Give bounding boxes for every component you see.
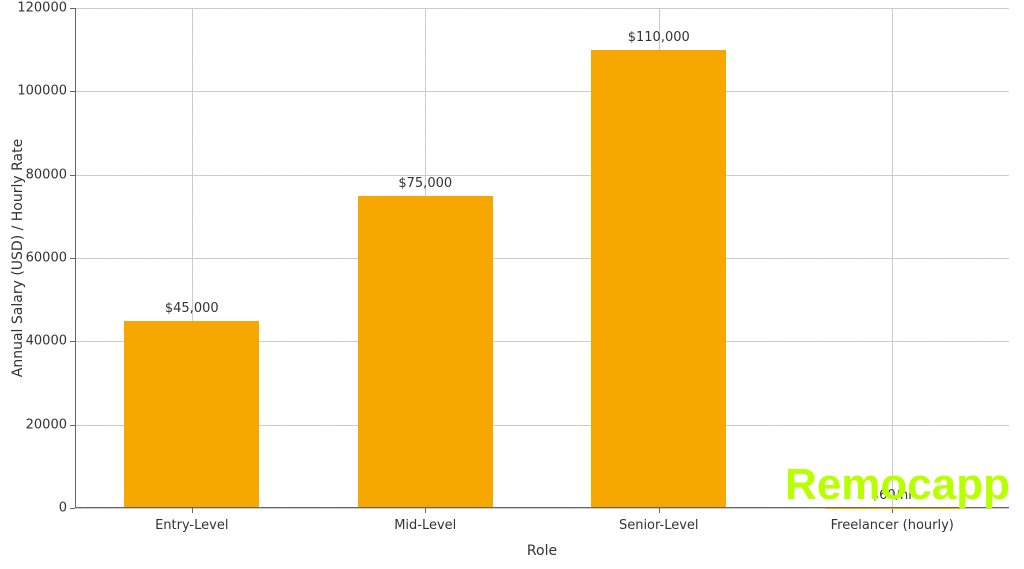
y-axis-label: Annual Salary (USD) / Hourly Rate [10, 139, 26, 377]
bar-value-label: $110,000 [628, 30, 690, 45]
x-tick-label: Entry-Level [155, 508, 228, 533]
x-tick-label: Mid-Level [394, 508, 456, 533]
bar-value-label: $75,000 [398, 176, 452, 191]
y-tick-label: 60000 [26, 251, 75, 266]
gridline-vertical [892, 8, 893, 508]
chart-container: Annual Salary (USD) / Hourly Rate 020000… [0, 0, 1024, 569]
y-tick-label: 40000 [26, 334, 75, 349]
bar [358, 196, 493, 509]
bar [591, 50, 726, 508]
plot-area: 020000400006000080000100000120000Entry-L… [75, 8, 1009, 508]
bar-value-label: $60/hr [871, 488, 914, 503]
x-tick-label: Senior-Level [619, 508, 699, 533]
x-axis-label: Role [527, 543, 557, 559]
bar-value-label: $45,000 [165, 301, 219, 316]
y-tick-label: 20000 [26, 417, 75, 432]
gridline-horizontal [75, 91, 1009, 92]
gridline-horizontal [75, 258, 1009, 259]
x-axis-line [75, 507, 1009, 508]
y-tick-label: 0 [59, 501, 75, 516]
gridline-horizontal [75, 8, 1009, 9]
x-tick-label: Freelancer (hourly) [831, 508, 954, 533]
y-tick-label: 120000 [17, 1, 75, 16]
bar [124, 321, 259, 509]
y-axis-line [75, 8, 76, 508]
gridline-horizontal [75, 175, 1009, 176]
y-tick-label: 80000 [26, 167, 75, 182]
y-tick-label: 100000 [17, 84, 75, 99]
